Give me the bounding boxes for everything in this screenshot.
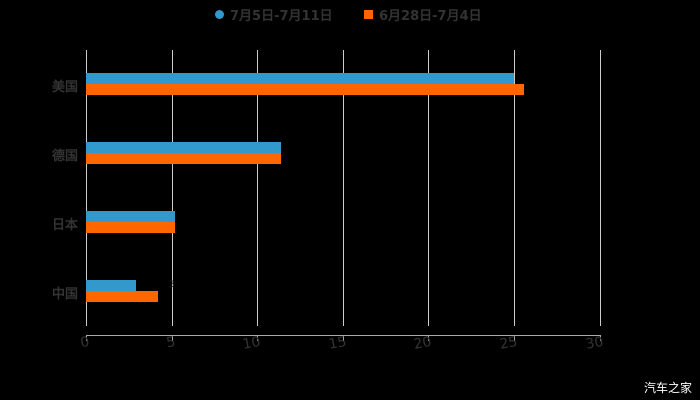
legend-label: 7月5日-7月11日	[230, 8, 333, 24]
legend-item-series-1[interactable]: 7月5日-7月11日	[215, 4, 333, 24]
gridline	[172, 50, 173, 326]
gridline	[257, 50, 258, 326]
legend-label: 6月28日-7月4日	[379, 8, 482, 24]
bar-current-week[interactable]	[86, 211, 175, 222]
y-axis-category-label: 中国	[51, 287, 78, 302]
y-axis-category-label: 德国	[51, 149, 78, 164]
x-axis-tick-label: 15	[327, 334, 348, 353]
x-axis-tick	[86, 335, 87, 341]
x-axis-tick-label: 5	[165, 334, 177, 352]
x-axis-tick-label: 25	[498, 334, 519, 353]
square-marker-icon	[364, 9, 373, 19]
watermark: 汽车之家	[643, 381, 692, 395]
bar-current-week[interactable]	[86, 73, 514, 84]
x-axis-tick	[514, 335, 515, 341]
x-axis-tick-label: 10	[241, 334, 262, 353]
chart-legend: 7月5日-7月11日 6月28日-7月4日	[0, 4, 700, 24]
y-axis-category-label: 美国	[51, 80, 78, 95]
y-axis-category-label: 日本	[51, 218, 78, 233]
circle-marker-icon	[215, 9, 224, 19]
x-axis-tick	[172, 335, 173, 341]
gridline	[514, 50, 515, 326]
data-label: 3	[169, 280, 175, 290]
bar-previous-week[interactable]	[86, 291, 158, 302]
x-axis-tick	[428, 335, 429, 341]
bar-current-week[interactable]	[86, 142, 282, 153]
x-axis-line	[86, 335, 600, 336]
x-axis-tick	[600, 335, 601, 341]
legend-item-series-2[interactable]: 6月28日-7月4日	[364, 4, 482, 24]
x-axis-tick-label: 0	[79, 334, 91, 352]
gridline	[343, 50, 344, 326]
x-axis-tick	[343, 335, 344, 341]
x-axis-tick	[257, 335, 258, 341]
bar-previous-week[interactable]	[86, 222, 175, 233]
bar-previous-week[interactable]	[86, 153, 282, 164]
x-axis-tick-label: 30	[584, 334, 605, 353]
bar-previous-week[interactable]	[86, 84, 525, 95]
bar-current-week[interactable]	[86, 280, 136, 291]
gridline	[428, 50, 429, 326]
gridline	[86, 50, 87, 326]
x-axis-tick-label: 20	[412, 334, 433, 353]
gridline	[600, 50, 601, 326]
